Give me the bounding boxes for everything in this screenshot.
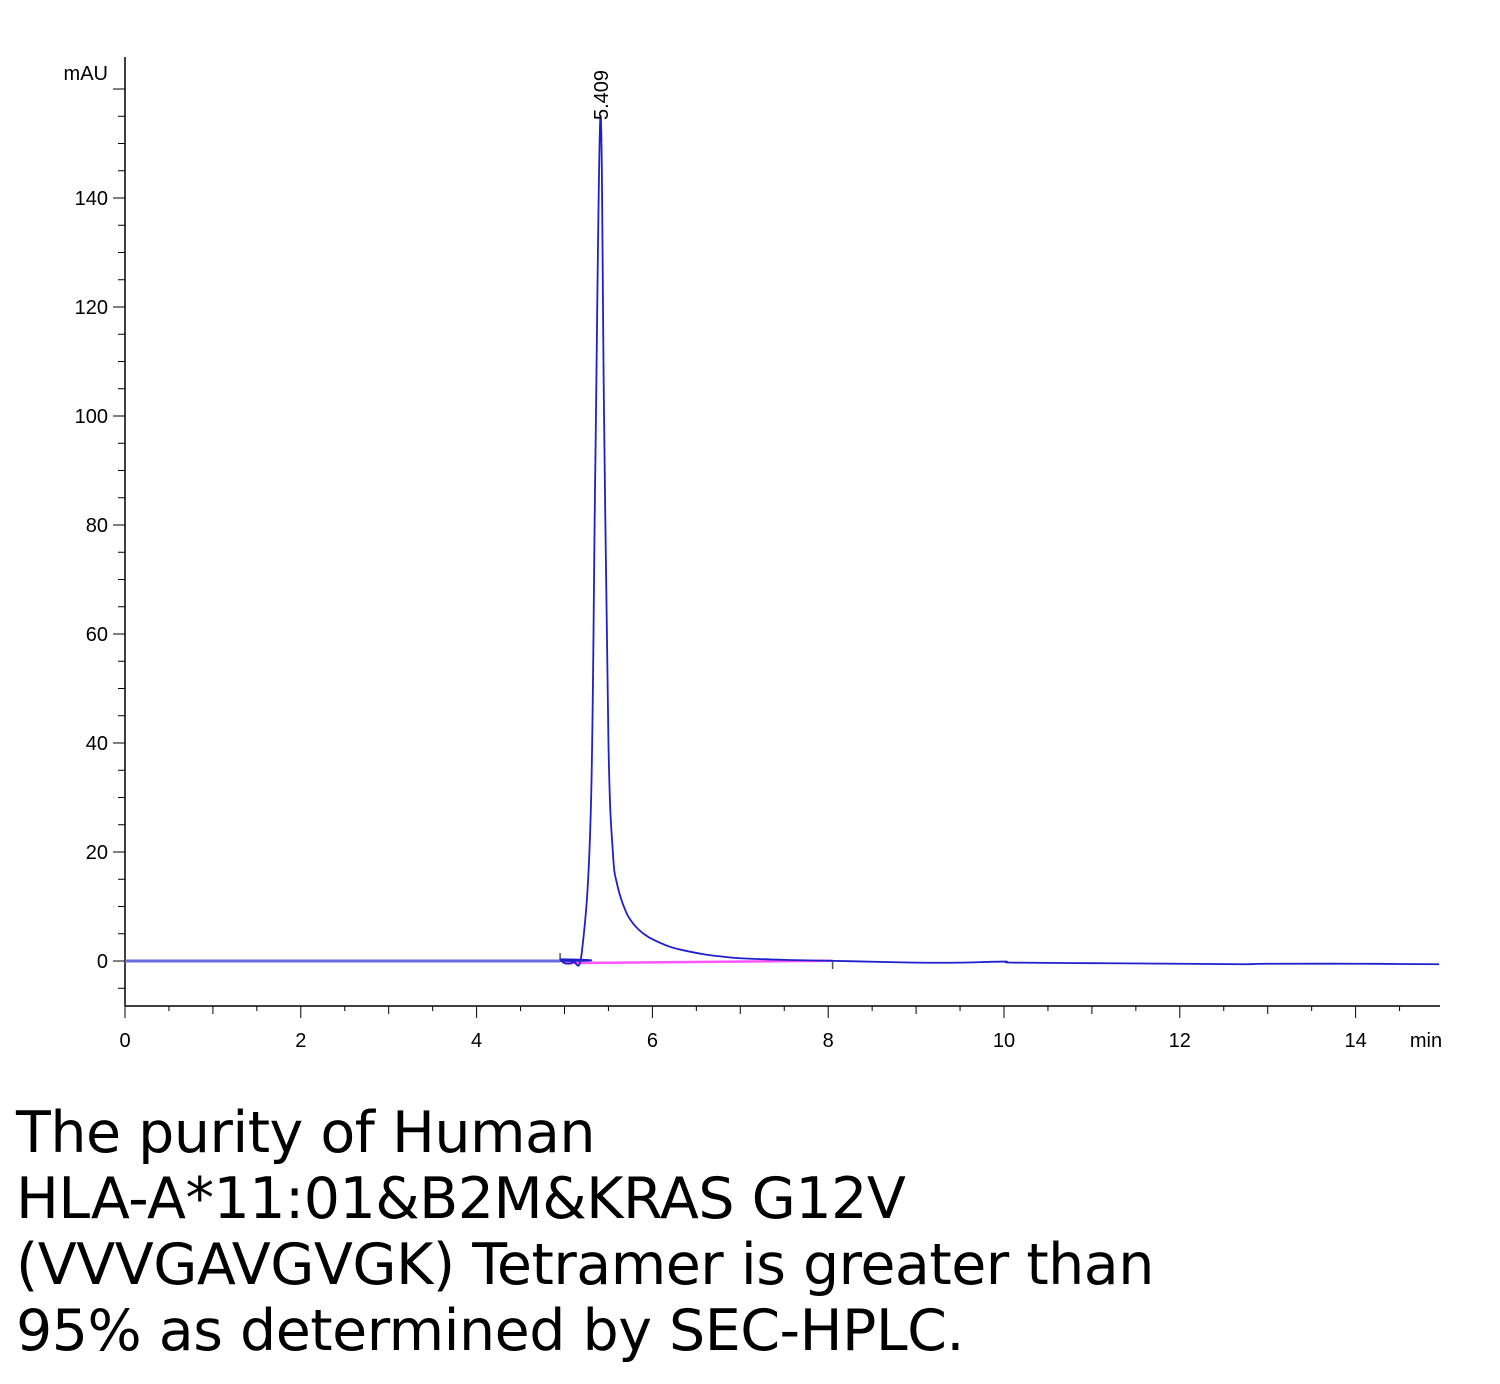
x-tick-label: 4: [471, 1030, 482, 1052]
x-tick-label: 14: [1344, 1030, 1366, 1052]
x-tick-label: 12: [1169, 1030, 1191, 1052]
caption-line: (VVVGAVGVGK) Tetramer is greater than: [16, 1232, 1154, 1298]
integration-baseline-layer: [564, 959, 833, 965]
signal-trace: [124, 115, 1440, 967]
chromatogram-chart: 0 20 40 60 80 100 120 140 0 2 4 6 8 10 12 14 mAU min 5.…: [64, 57, 1443, 1052]
y-tick-label: 140: [75, 188, 108, 210]
x-tick-label: 2: [295, 1030, 306, 1052]
y-tick-label: 120: [75, 297, 108, 319]
integration-baseline: [564, 959, 833, 965]
x-tick-label: 6: [647, 1030, 658, 1052]
y-axis-label: mAU: [64, 63, 108, 85]
peak-label: 5.409: [591, 70, 613, 120]
y-tick-label: 0: [97, 951, 108, 973]
y-tick-label: 40: [86, 733, 108, 755]
y-tick-label: 60: [86, 624, 108, 646]
label-layer: mAU min 5.409: [64, 63, 1443, 1052]
signal-layer: [124, 115, 1440, 967]
x-tick-label: 0: [119, 1030, 130, 1052]
x-axis-label: min: [1410, 1030, 1442, 1052]
caption-line: 95% as determined by SEC-HPLC.: [16, 1298, 965, 1364]
x-tick-label: 8: [823, 1030, 834, 1052]
caption: The purity of Human HLA-A*11:01&B2M&KRAS…: [16, 1100, 1476, 1364]
y-tick-label: 100: [75, 406, 108, 428]
y-tick-label: 20: [86, 842, 108, 864]
caption-line: The purity of Human: [16, 1100, 596, 1166]
axes-layer: 0 20 40 60 80 100 120 140 0 2 4 6 8 10 12 14: [75, 57, 1440, 1052]
caption-line: HLA-A*11:01&B2M&KRAS G12V: [16, 1166, 906, 1232]
x-tick-label: 10: [993, 1030, 1015, 1052]
y-tick-label: 80: [86, 515, 108, 537]
